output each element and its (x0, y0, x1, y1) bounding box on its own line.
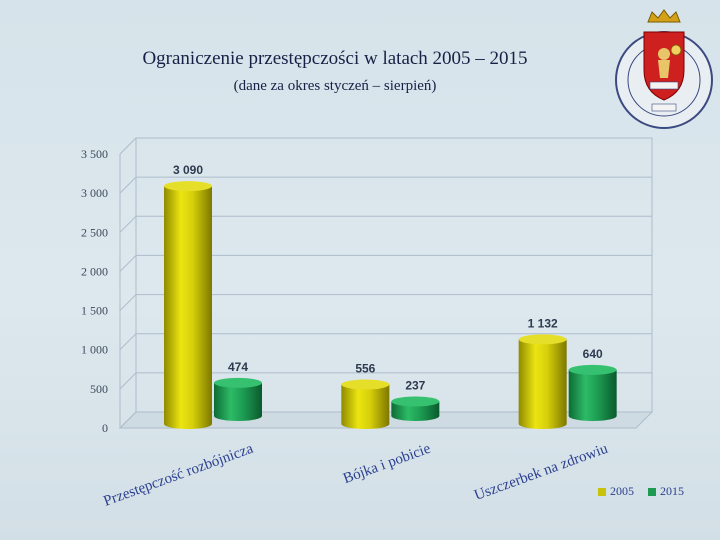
bar-top-2015-0 (214, 377, 262, 388)
bar-base-2015-0 (214, 411, 262, 421)
gridline (119, 176, 652, 194)
chart-title: Ograniczenie przestępczości w latach 200… (142, 48, 528, 69)
data-labels: 3 090 474 556 237 1 132 640 (173, 163, 603, 392)
data-label-2005-1: 556 (355, 361, 375, 375)
legend-item-2005: 2005 (598, 484, 634, 499)
category-label-1: Bójka i pobicie (341, 441, 433, 487)
y-tick-label: 500 (90, 382, 108, 396)
gridline (119, 294, 652, 311)
bar-top-2015-1 (391, 396, 440, 407)
bar-base-2015-2 (568, 411, 617, 421)
police-emblem-logo (615, 9, 713, 129)
data-label-2015-2: 640 (583, 347, 603, 361)
y-tick-label: 2 500 (81, 225, 108, 239)
legend-swatch-2015 (648, 487, 656, 496)
gridline (119, 137, 652, 155)
data-label-2015-0: 474 (228, 360, 248, 374)
gridline (119, 372, 652, 390)
y-tick-label: 3 000 (81, 186, 108, 200)
gridline (119, 215, 652, 233)
legend-label-2005: 2005 (610, 484, 634, 498)
bar-top-2005-2 (518, 334, 567, 345)
y-tick-label: 2 000 (81, 264, 108, 278)
gridline (119, 333, 652, 351)
legend-item-2015: 2015 (648, 484, 684, 499)
chart-subtitle: (dane za okres styczeń – sierpień) (233, 78, 437, 94)
gridline (119, 254, 652, 272)
bar-2005-1 (341, 384, 390, 424)
bar-2015-0 (214, 382, 262, 416)
legend-label-2015: 2015 (660, 484, 684, 498)
data-label-2005-2: 1 132 (528, 316, 558, 330)
bar-2015-2 (568, 369, 617, 416)
legend: 2005 2015 (598, 484, 684, 499)
y-tick-label: 1 000 (81, 343, 108, 357)
bar-base-2015-1 (391, 411, 440, 421)
bar-top-2005-1 (341, 379, 390, 390)
bar-2005-2 (518, 339, 567, 424)
bar-top-2005-0 (164, 181, 212, 192)
bar-base-2005-0 (164, 419, 212, 429)
category-label-2: Uszczerbek na zdrowiu (472, 441, 610, 504)
category-label-0: Przestępczość rozbójnicza (102, 441, 256, 510)
legend-swatch-2005 (598, 487, 606, 496)
bars (164, 181, 617, 429)
y-tick-label: 1 500 (81, 304, 108, 318)
bar-base-2005-2 (518, 419, 567, 429)
bar-base-2005-1 (341, 419, 390, 429)
bar-top-2015-2 (568, 364, 617, 375)
data-label-2015-1: 237 (405, 378, 425, 392)
y-tick-label: 0 (102, 421, 108, 435)
bar-2005-0 (164, 186, 212, 424)
y-tick-label: 3 500 (81, 147, 108, 161)
gridline (119, 411, 652, 429)
data-label-2005-0: 3 090 (173, 163, 203, 177)
category-labels: Przestępczość rozbójnicza Bójka i pobicie… (102, 441, 611, 510)
